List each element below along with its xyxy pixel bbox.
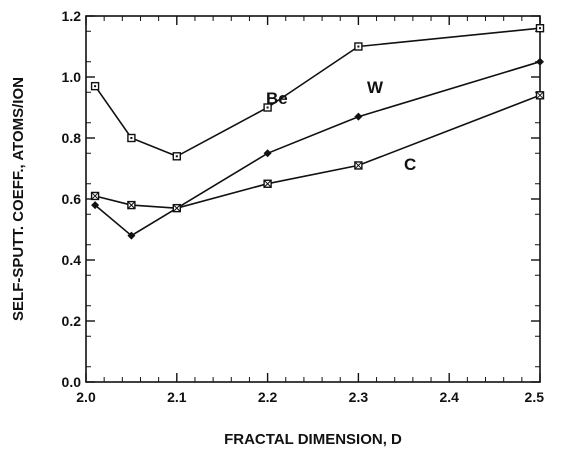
series-line-w <box>94 60 541 237</box>
series-label-be: Be <box>266 89 288 108</box>
series-line-c <box>94 94 541 210</box>
data-point-c <box>90 191 100 201</box>
data-point-be <box>535 24 545 33</box>
y-tick-label: 0.6 <box>62 191 82 207</box>
y-tick-label: 1.2 <box>62 8 82 24</box>
data-point-be <box>172 152 182 161</box>
data-point-w <box>263 149 272 158</box>
data-point-be <box>127 133 136 143</box>
y-tick-label: 0.0 <box>62 374 82 390</box>
data-point-c <box>535 91 545 100</box>
y-tick-label: 1.0 <box>62 69 82 85</box>
x-tick-label: 2.2 <box>258 389 278 405</box>
data-point-be <box>263 103 272 112</box>
y-axis-label: SELF-SPUTT. COEFF., ATOMS/ION <box>10 77 27 321</box>
data-point-c <box>127 200 136 210</box>
data-point-w <box>91 201 100 210</box>
data-point-c <box>354 161 363 170</box>
data-point-w <box>354 112 363 121</box>
series-c <box>90 91 545 213</box>
y-tick-label: 0.4 <box>62 252 82 268</box>
series-be <box>90 24 545 161</box>
data-point-w <box>127 231 136 240</box>
series-layer <box>90 24 545 240</box>
data-point-w <box>536 57 544 66</box>
x-tick-label: 2.0 <box>76 389 96 405</box>
plot-frame <box>85 15 541 383</box>
x-tick-label: 2.3 <box>349 389 369 405</box>
data-point-c <box>263 179 272 188</box>
series-label-w: W <box>367 78 384 97</box>
x-tick-label: 2.1 <box>167 389 187 405</box>
y-tick-label: 0.2 <box>62 313 82 329</box>
x-axis-label: FRACTAL DIMENSION, D <box>224 431 402 448</box>
data-point-be <box>354 42 363 51</box>
ticks: 2.0 2.1 2.2 2.3 2.4 2.5 0.0 0.2 0.4 0.6 0.8 1.0 1.2 <box>62 8 545 405</box>
x-tick-label: 2.4 <box>439 389 459 405</box>
data-point-be <box>90 81 100 91</box>
y-tick-label: 0.8 <box>62 130 82 146</box>
x-tick-label: 2.5 <box>525 389 545 405</box>
data-point-c <box>172 203 182 213</box>
series-label-c: C <box>404 155 416 174</box>
series-line-be <box>94 27 541 158</box>
